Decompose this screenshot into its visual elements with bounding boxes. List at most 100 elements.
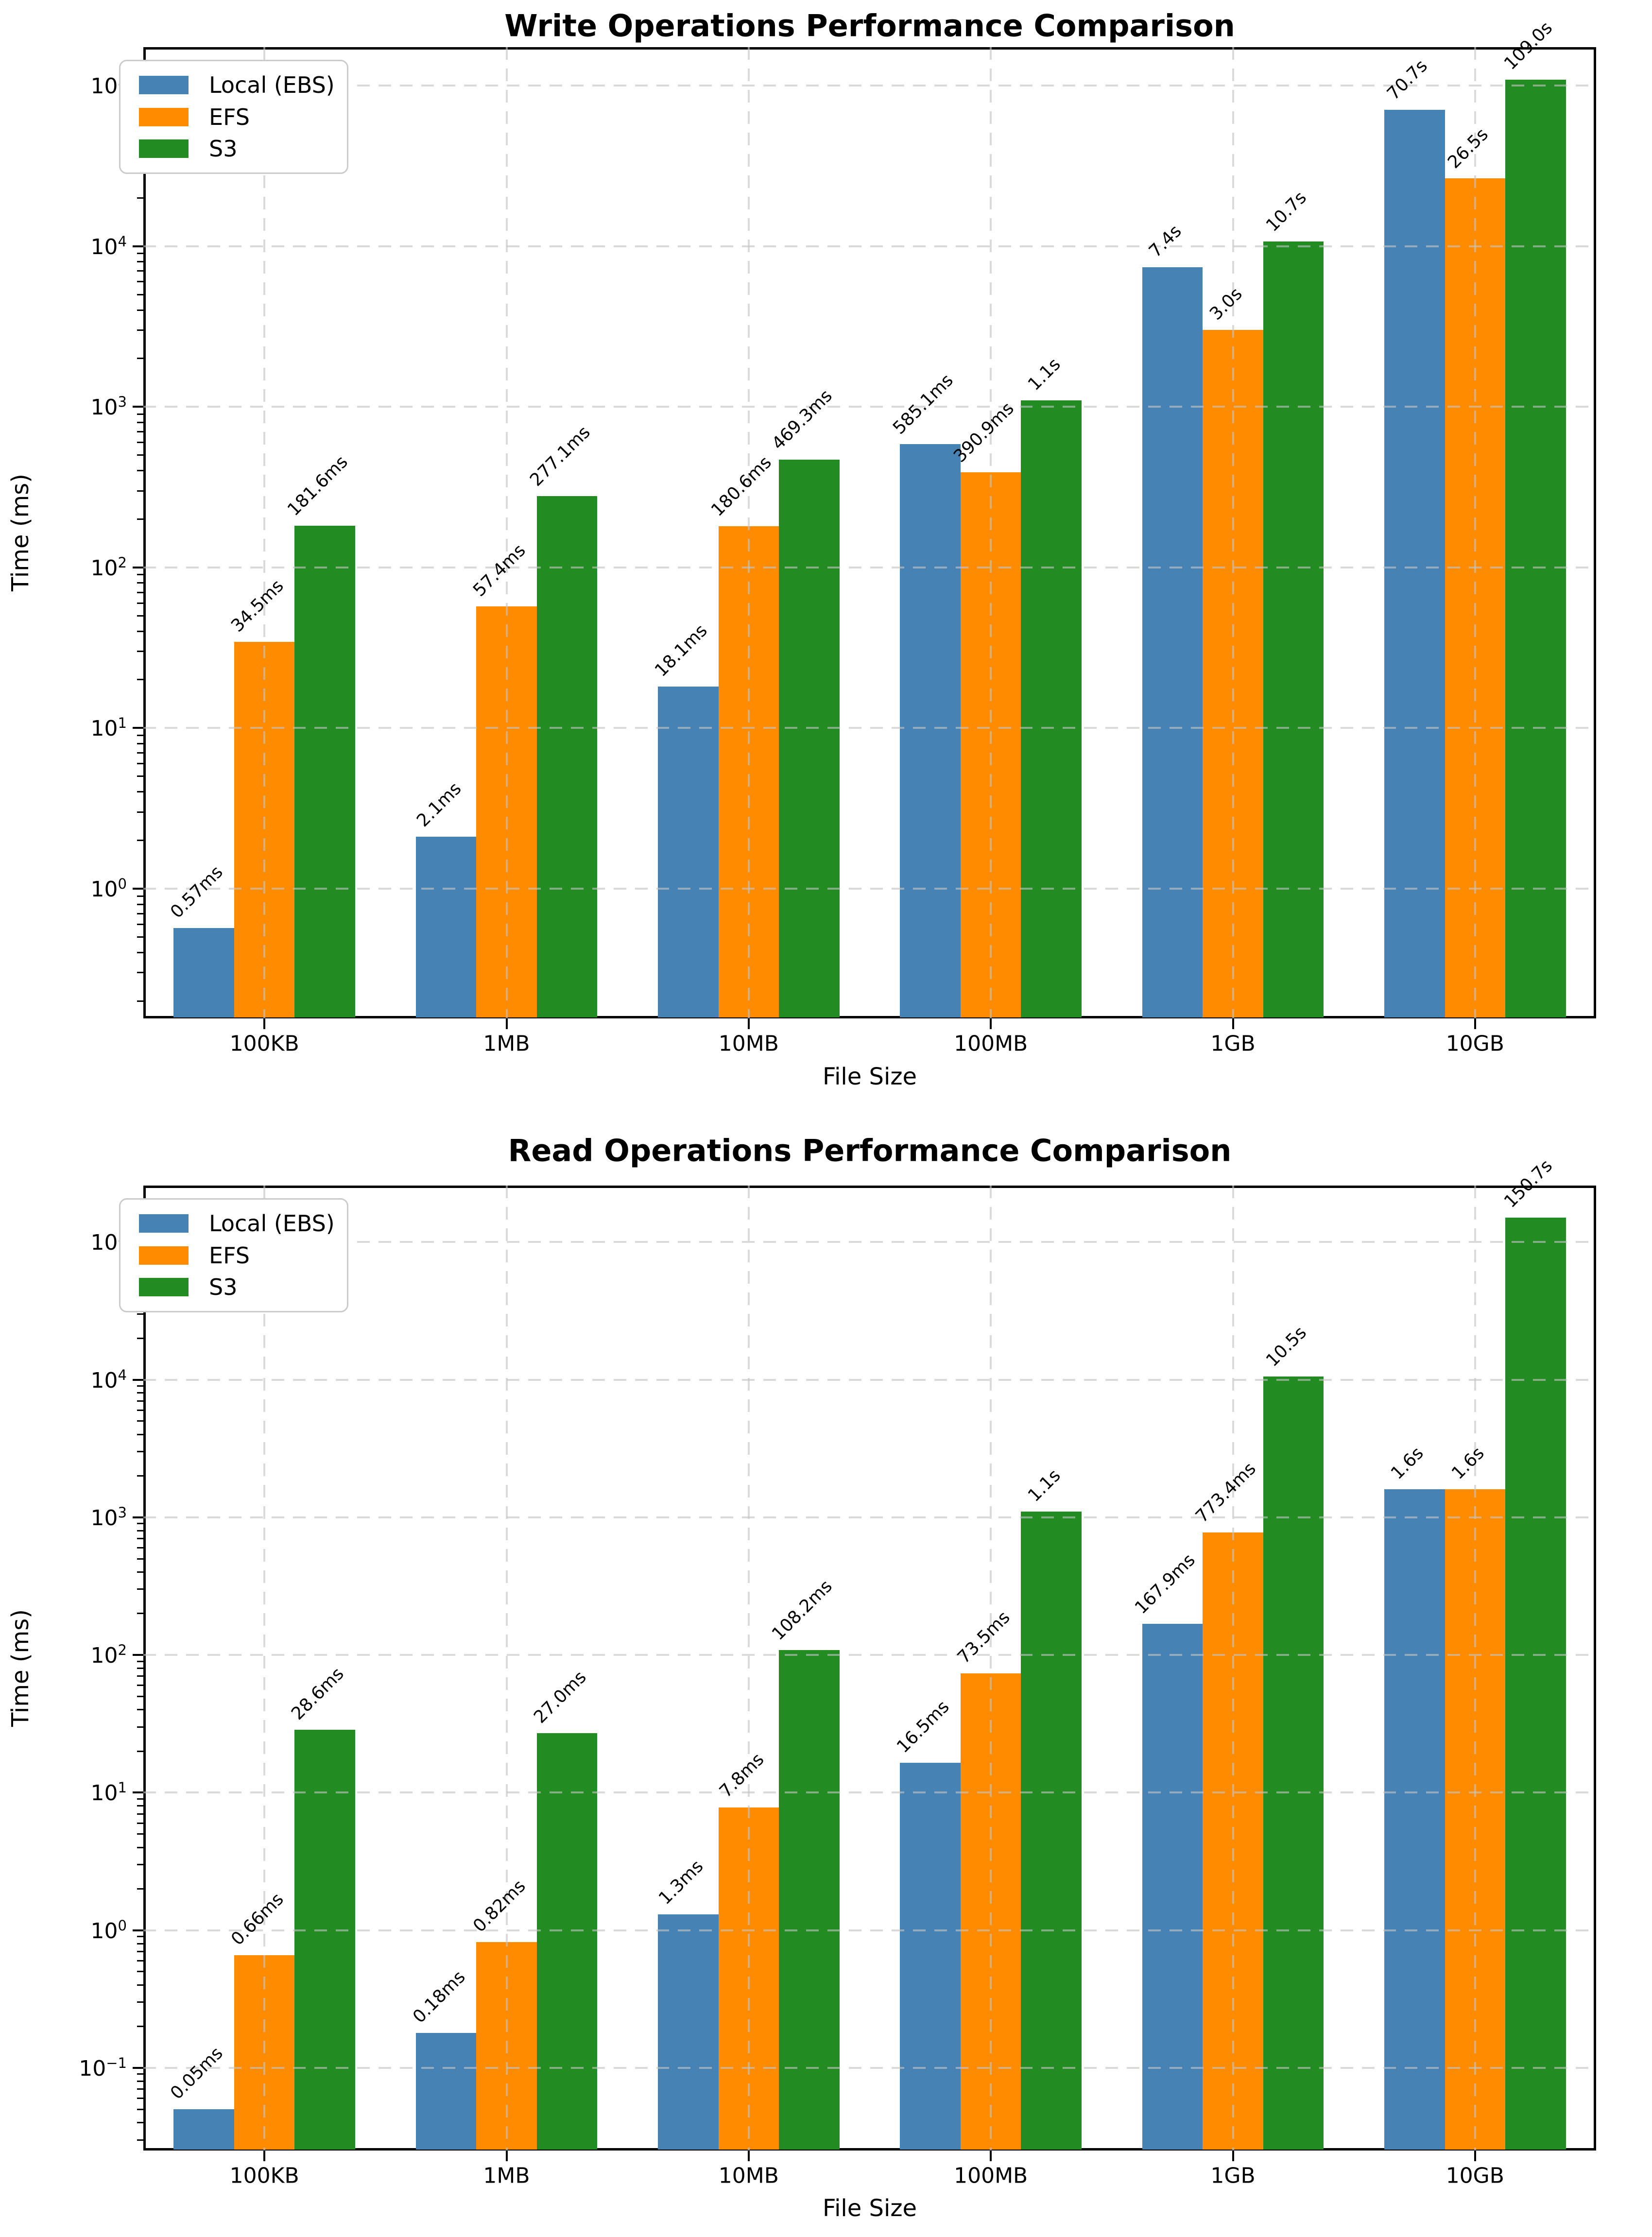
y-gridline: [143, 1516, 1596, 1518]
y-minor-tick: [137, 1420, 143, 1422]
legend-item: EFS: [139, 1242, 347, 1269]
y-minor-tick: [137, 2001, 143, 2003]
y-major-tick: [133, 1654, 143, 1656]
y-minor-tick: [137, 518, 143, 520]
y-major-tick: [133, 1791, 143, 1794]
y-minor-tick: [137, 1798, 143, 1800]
y-major-tick: [133, 566, 143, 568]
write-chart-legend: Local (EBS) EFS S3: [119, 60, 348, 174]
y-minor-tick: [137, 615, 143, 617]
y-minor-tick: [137, 470, 143, 472]
y-major-tick: [133, 1516, 143, 1518]
y-minor-tick: [137, 1675, 143, 1677]
read-chart-plot-area: [143, 1186, 1596, 2151]
y-minor-tick: [137, 1888, 143, 1890]
bar: [415, 837, 477, 1017]
legend-swatch: [139, 139, 189, 158]
y-minor-tick: [137, 763, 143, 765]
y-minor-tick: [137, 358, 143, 360]
y-tick-label: 104: [90, 233, 127, 259]
y-minor-tick: [137, 1960, 143, 1962]
y-tick-label: 103: [90, 394, 127, 420]
y-minor-tick: [137, 197, 143, 199]
y-minor-tick: [137, 895, 143, 897]
x-tick-label: 1MB: [483, 2163, 530, 2188]
legend-label: Local (EBS): [209, 1210, 335, 1237]
x-tick-label: 1MB: [483, 1031, 530, 1056]
read-chart-x-axis-label: File Size: [822, 2195, 917, 2222]
y-minor-tick: [137, 1523, 143, 1525]
y-minor-tick: [137, 1864, 143, 1866]
y-minor-tick: [137, 1433, 143, 1435]
bar: [294, 1730, 356, 2150]
bar: [779, 459, 840, 1017]
y-minor-tick: [137, 1571, 143, 1573]
y-minor-tick: [137, 1538, 143, 1540]
y-minor-tick: [137, 1547, 143, 1549]
y-minor-tick: [137, 1530, 143, 1531]
x-major-tick: [505, 2151, 508, 2161]
y-minor-tick: [137, 1943, 143, 1944]
x-gridline: [747, 1186, 750, 2151]
x-tick-label: 10GB: [1446, 1031, 1504, 1056]
y-minor-tick: [137, 923, 143, 925]
y-minor-tick: [137, 1392, 143, 1394]
x-tick-label: 100KB: [229, 1031, 299, 1056]
y-minor-tick: [137, 1936, 143, 1938]
y-gridline: [143, 2067, 1596, 2069]
bar: [657, 687, 719, 1017]
y-minor-tick: [137, 651, 143, 653]
y-tick-label: 100: [90, 876, 127, 902]
y-minor-tick: [137, 1588, 143, 1590]
y-gridline: [143, 85, 1596, 86]
y-minor-tick: [137, 1951, 143, 1953]
x-tick-label: 100MB: [954, 1031, 1028, 1056]
y-minor-tick: [137, 1846, 143, 1848]
y-minor-tick: [137, 2073, 143, 2075]
y-minor-tick: [137, 281, 143, 283]
y-minor-tick: [137, 2098, 143, 2099]
y-gridline: [143, 1654, 1596, 1656]
bar: [173, 928, 234, 1017]
bar: [294, 526, 356, 1017]
legend-item: EFS: [139, 104, 347, 130]
y-minor-tick: [137, 1475, 143, 1477]
y-tick-label: 102: [90, 1642, 127, 1668]
y-minor-tick: [137, 630, 143, 632]
y-major-tick: [133, 1929, 143, 1931]
y-gridline: [143, 566, 1596, 568]
bar: [1384, 1489, 1445, 2150]
x-gridline: [263, 47, 266, 1018]
y-tick-label: 103: [90, 1504, 127, 1531]
y-minor-tick: [137, 791, 143, 793]
y-tick-label: 101: [90, 715, 127, 741]
y-minor-tick: [137, 2139, 143, 2141]
y-minor-tick: [137, 742, 143, 744]
write-chart-title: Write Operations Performance Comparison: [504, 8, 1235, 44]
y-minor-tick: [137, 839, 143, 841]
y-gridline: [143, 245, 1596, 247]
y-major-tick: [133, 245, 143, 247]
y-gridline: [143, 406, 1596, 408]
y-minor-tick: [137, 309, 143, 311]
x-gridline: [990, 47, 992, 1018]
x-major-tick: [1232, 2151, 1234, 2161]
bar: [1021, 1512, 1082, 2150]
write-chart-y-axis-label: Time (ms): [7, 474, 34, 591]
legend-label: S3: [209, 1274, 238, 1301]
y-minor-tick: [137, 1822, 143, 1824]
y-minor-tick: [137, 1833, 143, 1835]
x-major-tick: [263, 2151, 266, 2161]
x-tick-label: 1GB: [1210, 1031, 1256, 1056]
x-major-tick: [1474, 1018, 1476, 1029]
y-minor-tick: [137, 2088, 143, 2090]
y-minor-tick: [137, 261, 143, 263]
y-major-tick: [133, 727, 143, 729]
x-tick-label: 1GB: [1210, 2163, 1256, 2188]
y-minor-tick: [137, 1685, 143, 1686]
y-minor-tick: [137, 602, 143, 604]
y-minor-tick: [137, 936, 143, 938]
y-minor-tick: [137, 413, 143, 415]
y-minor-tick: [137, 582, 143, 584]
y-minor-tick: [137, 1709, 143, 1711]
